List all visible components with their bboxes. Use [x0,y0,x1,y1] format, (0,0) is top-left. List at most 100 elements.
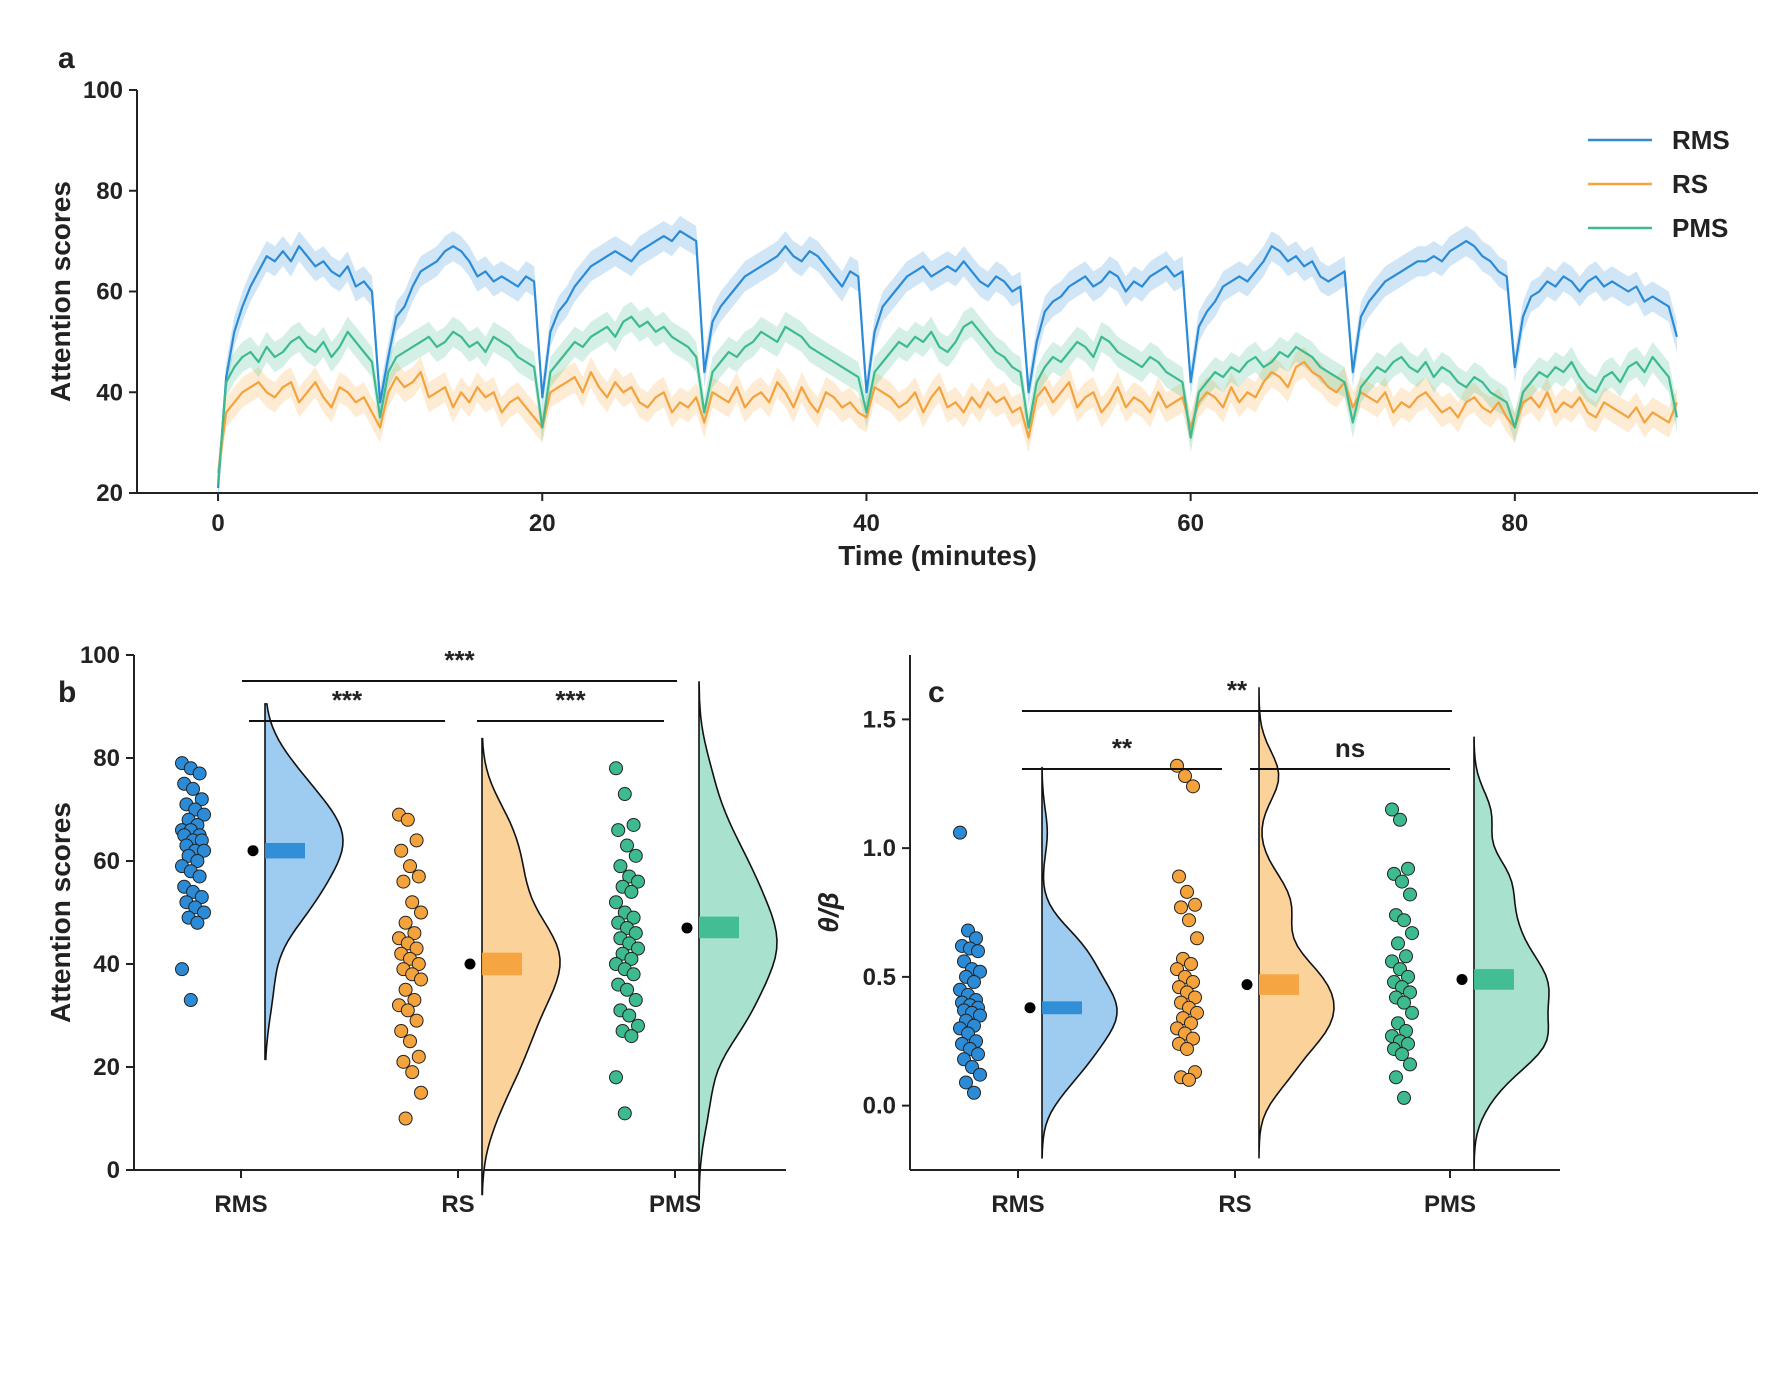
data-point-rms [175,962,189,977]
panel-a-axes: 20 40 60 80 100 0 20 40 60 80 [83,77,1758,537]
x-tick-label-pms: PMS [1424,1191,1476,1218]
data-point-rms [192,766,207,781]
data-point-pms [1401,1036,1415,1051]
y-tick-label: 100 [80,642,120,669]
data-point-rms [190,854,205,868]
y-tick-label: 60 [93,848,120,875]
data-point-rms [953,825,967,840]
data-point-rs [398,915,413,930]
x-tick-label-rms: RMS [214,1191,267,1218]
y-tick-label: 20 [93,1054,120,1081]
band-pms [218,301,1677,498]
y-tick-label: 1.0 [863,835,896,862]
y-tick-label: 20 [96,480,123,507]
y-tick-label: 0.5 [863,964,896,991]
mean-dot-rs [464,958,476,970]
ci-box-rms [1042,1001,1082,1015]
y-tick-label: 40 [93,951,120,978]
legend-label-pms: PMS [1672,213,1728,243]
data-point-pms [631,874,645,889]
data-point-rs [1186,1031,1200,1046]
y-tick-label: 1.5 [863,706,896,733]
mean-dot-rms [247,845,259,857]
data-point-pms [611,823,626,838]
data-point-rs [405,1065,420,1080]
data-point-rs [1190,1005,1204,1020]
y-tick-label: 80 [93,745,120,772]
data-point-pms [631,1018,645,1033]
y-tick-label: 0 [107,1157,120,1184]
significance-label: ns [1335,733,1365,763]
density-cloud-pms [1473,736,1550,1171]
data-point-pms [620,982,634,997]
data-point-pms [631,941,645,956]
data-point-rs [1180,1041,1194,1056]
data-point-rs [407,993,422,1008]
data-point-rs [396,1054,411,1069]
mean-dot-rs [1241,979,1253,991]
band-rms [218,215,1677,504]
data-point-rs [1188,897,1202,912]
data-point-rs [409,833,424,848]
data-point-rs [1190,931,1204,946]
data-point-rs [394,843,409,858]
data-point-pms [1403,1057,1417,1072]
data-point-rs [398,1111,413,1126]
significance-label: *** [555,685,586,715]
mean-dot-rms [1024,1002,1036,1014]
data-point-pms [1389,1070,1403,1085]
x-tick-label-rs: RS [441,1191,474,1218]
data-point-rms [967,975,981,990]
data-point-rms [197,905,211,920]
ci-box-rs [1259,974,1299,995]
data-point-rms [192,869,207,884]
data-point-pms [609,1070,623,1085]
data-point-rs [396,874,411,889]
data-point-pms [609,895,623,910]
x-tick-label: 40 [853,510,880,537]
data-point-pms [626,967,641,982]
panel-b-axes: 0 20 40 60 80 100 RMS RS PMS [80,642,786,1218]
y-tick-label: 60 [96,279,123,306]
mean-dot-pms [681,922,693,934]
data-point-pms [1403,985,1417,1000]
y-tick-label: 40 [96,379,123,406]
panel-c-y-axis-label: θ/β [813,892,844,933]
mean-dot-pms [1456,973,1468,985]
y-tick-label: 0.0 [863,1093,896,1120]
data-point-rms [973,1008,987,1023]
data-point-rs [411,957,426,971]
panel-label-c: c [928,676,945,709]
data-point-pms [1399,949,1413,964]
panel-label-a: a [58,42,75,75]
series-line-pms [217,315,1678,483]
panel-a-line-chart: 20 40 60 80 100 0 20 40 60 80 Time (minutes) Atte… [45,77,1758,571]
x-tick-label: 20 [529,510,556,537]
panel-c-axes: 0.0 0.5 1.0 1.5 RMS RS PMS [863,655,1560,1218]
data-point-pms [1391,936,1405,951]
data-point-rs [1186,779,1200,794]
data-point-rs [409,1013,424,1028]
data-point-rs [1186,975,1200,990]
data-point-pms [1393,812,1407,827]
density-cloud-rs [1258,687,1335,1159]
density-cloud-rms [264,703,344,1061]
density-cloud-rms [1041,766,1118,1159]
data-point-rms [973,964,987,979]
data-point-rs [409,941,424,956]
data-point-rs [1182,913,1196,928]
data-point-rs [414,905,428,920]
ci-box-pms [1474,969,1514,990]
data-point-rs [1182,1072,1196,1087]
y-tick-label: 100 [83,77,123,104]
panel-c-raincloud-chart: 0.0 0.5 1.0 1.5 RMS RS PMS ** ** ns θ/β [813,655,1560,1218]
ci-box-rms [265,842,305,859]
band-rs [218,346,1677,488]
data-point-rs [400,1003,415,1018]
data-point-rs [398,982,413,997]
data-point-pms [617,1106,632,1121]
data-point-rms [971,1047,985,1062]
panel-b-plot-area: *** *** *** [175,645,778,1201]
data-point-rs [414,972,428,987]
